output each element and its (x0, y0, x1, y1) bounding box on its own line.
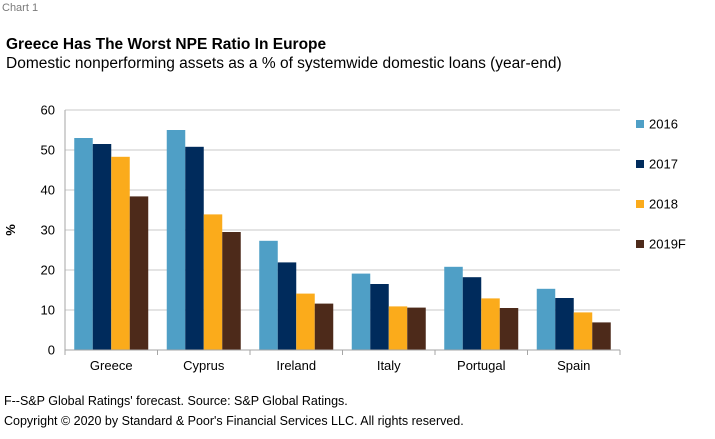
axes: 0 10 20 30 40 50 60 Greece Cyprus Ireland Italy Por… (41, 103, 621, 373)
bar-portugal-2018 (481, 298, 500, 350)
bar-portugal-2017 (462, 277, 482, 350)
bar-greece-2018 (111, 156, 130, 350)
bar-italy-2017 (370, 284, 389, 350)
x-tick-label: Cyprus (183, 358, 225, 373)
gridlines (65, 109, 620, 311)
chart-title: Greece Has The Worst NPE Ratio In Europe (6, 36, 327, 53)
bar-ireland-2016 (259, 240, 278, 350)
bar-italy-2019f (407, 307, 426, 350)
bar-italy-2016 (351, 273, 371, 350)
bar-spain-2018 (573, 312, 593, 350)
footnote: F--S&P Global Ratings' forecast. Source:… (4, 394, 348, 408)
bars (74, 130, 611, 350)
bar-spain-2019f (592, 322, 611, 350)
chart-number-label: Chart 1 (2, 2, 39, 14)
legend: 2016 2017 2018 2019F (636, 117, 686, 252)
y-tick-label: 30 (41, 223, 55, 238)
y-tick-label: 20 (41, 263, 55, 278)
bar-italy-2018 (388, 306, 408, 350)
x-tick-label: Portugal (457, 358, 506, 373)
bar-greece-2016 (74, 138, 93, 350)
bar-ireland-2017 (277, 262, 297, 350)
y-tick-label: 60 (41, 103, 55, 118)
bar-greece-2017 (92, 144, 112, 350)
legend-label: 2019F (649, 237, 686, 252)
bar-portugal-2016 (444, 266, 463, 350)
legend-swatch-2016 (636, 120, 644, 128)
y-axis-title: % (3, 224, 18, 236)
y-tick-label: 10 (41, 303, 55, 318)
bar-cyprus-2018 (203, 214, 223, 350)
bar-ireland-2019f (314, 303, 334, 350)
y-tick-label: 40 (41, 183, 55, 198)
legend-swatch-2018 (636, 200, 644, 208)
x-tick-label: Italy (377, 358, 401, 373)
bar-spain-2016 (536, 288, 556, 350)
legend-swatch-2019f (636, 240, 644, 248)
copyright-notice: Copyright © 2020 by Standard & Poor's Fi… (4, 414, 464, 428)
y-tick-label: 0 (48, 343, 55, 358)
x-tick-label: Ireland (276, 358, 316, 373)
legend-label: 2018 (649, 197, 678, 212)
bar-cyprus-2019f (222, 232, 241, 350)
bar-ireland-2018 (296, 293, 315, 350)
legend-swatch-2017 (636, 160, 644, 168)
bar-greece-2019f (129, 196, 149, 350)
bar-cyprus-2017 (185, 146, 204, 350)
legend-label: 2016 (649, 117, 678, 132)
y-tick-label: 50 (41, 143, 55, 158)
bar-cyprus-2016 (166, 130, 186, 350)
legend-label: 2017 (649, 157, 678, 172)
x-tick-label: Greece (90, 358, 133, 373)
x-tick-label: Spain (557, 358, 590, 373)
bar-spain-2017 (555, 298, 574, 350)
bar-portugal-2019f (499, 308, 519, 350)
chart-subtitle: Domestic nonperforming assets as a % of … (6, 55, 562, 72)
